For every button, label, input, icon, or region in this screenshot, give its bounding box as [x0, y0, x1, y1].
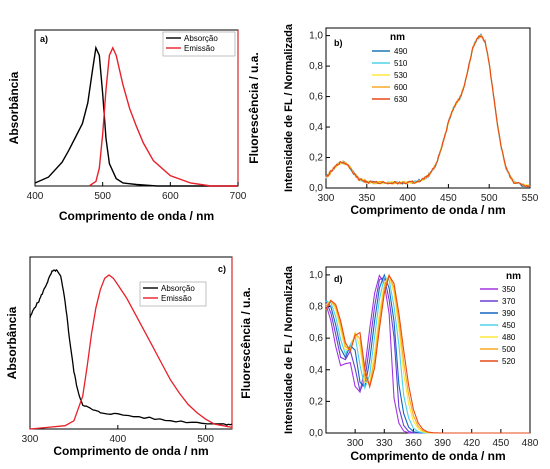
- plot-frame: [325, 27, 531, 189]
- y-tick-label: 0,8: [309, 302, 323, 313]
- panel-a: 400 500 600 700 Comprimento de onda / nm Abso…: [7, 29, 261, 223]
- x-tick-label: 500: [481, 193, 498, 204]
- y-tick-label: 0,2: [309, 396, 323, 407]
- x-tick-label: 480: [522, 438, 539, 449]
- series-line-510: [325, 34, 531, 188]
- series-line-350: [325, 274, 530, 434]
- panel-label: d): [334, 274, 343, 284]
- x-axis-label: Comprimento de onda / nm: [350, 203, 505, 217]
- y-axis-label-right: Fluorescência / u.a.: [247, 52, 261, 163]
- legend-entry: 450: [502, 321, 516, 330]
- x-tick-label: 500: [94, 191, 111, 202]
- series-line-390: [325, 273, 530, 434]
- panel-label: c): [218, 264, 226, 274]
- y-axis-label-right: Fluorescência / u.a.: [239, 287, 253, 398]
- y-axis-label-left: Intensidade de FL / Normalizada: [283, 265, 295, 434]
- x-tick-label: 450: [493, 438, 510, 449]
- series-line-630: [325, 35, 531, 188]
- y-tick-label: 0,4: [309, 122, 323, 133]
- legend-entry: 630: [394, 95, 408, 104]
- x-tick-label: 300: [347, 438, 364, 449]
- x-tick-label: 500: [197, 434, 214, 445]
- y-axis-label-left: Absorbância: [5, 306, 19, 379]
- legend-entry: Absorção: [184, 34, 218, 43]
- panel-d: 300 330 360 390 420 450 480 0,0 0,2 0,4 0,6 0,8 1,0 C…: [283, 265, 539, 463]
- y-tick-label: 0,2: [309, 153, 323, 164]
- legend-entry: 490: [394, 47, 408, 56]
- legend-entry: 370: [502, 297, 516, 306]
- x-tick-label: 550: [522, 193, 539, 204]
- x-tick-label: 300: [22, 434, 39, 445]
- x-tick-label: 600: [162, 191, 179, 202]
- series-line-370: [325, 276, 530, 434]
- series-line-500: [325, 273, 530, 434]
- y-tick-label: 0,4: [309, 365, 323, 376]
- y-tick-label: 1,0: [309, 31, 323, 42]
- x-tick-label: 700: [230, 191, 247, 202]
- series-line-emissao: [88, 46, 238, 187]
- legend-title: nm: [506, 271, 521, 282]
- y-axis-label-left: Intensidade de FL / Normalizada: [283, 23, 295, 192]
- y-tick-label: 0,0: [309, 183, 323, 194]
- y-tick-label: 1,0: [309, 270, 323, 281]
- y-tick-label: 0,6: [309, 333, 323, 344]
- series-line-450: [325, 276, 530, 434]
- legend-entry: 390: [502, 309, 516, 318]
- legend-entry: 350: [502, 285, 516, 294]
- y-tick-label: 0,6: [309, 92, 323, 103]
- series-line-490: [325, 32, 531, 188]
- y-axis-label-left: Absorbância: [7, 71, 21, 144]
- legend-box: [139, 281, 207, 307]
- panel-label: b): [334, 38, 343, 48]
- series-line-emissao: [29, 274, 233, 430]
- legend-entry: 510: [394, 59, 408, 68]
- legend-entry: 500: [502, 345, 516, 354]
- legend-entry: 520: [502, 357, 516, 366]
- legend-title: nm: [390, 32, 405, 43]
- x-axis-label: Comprimento de onda / nm: [53, 444, 208, 458]
- series-line-absorcao: [29, 268, 233, 426]
- series-line-600: [325, 34, 531, 188]
- x-tick-label: 330: [376, 438, 393, 449]
- legend-box: [162, 31, 236, 57]
- x-tick-label: 400: [27, 191, 44, 202]
- x-tick-label: 300: [318, 193, 335, 204]
- x-axis-label: Comprimento de onda / nm: [59, 209, 214, 223]
- legend-entry: 600: [394, 83, 408, 92]
- x-tick-label: 360: [405, 438, 422, 449]
- panel-label: a): [40, 34, 48, 44]
- y-tick-label: 0,0: [309, 428, 323, 439]
- series-line-480: [325, 274, 530, 434]
- x-tick-label: 350: [358, 193, 375, 204]
- x-tick-label: 390: [434, 438, 451, 449]
- legend-entry: 530: [394, 71, 408, 80]
- legend-entry: 480: [502, 333, 516, 342]
- x-tick-label: 400: [109, 434, 126, 445]
- legend: nm 350 370 390 450 480 500 520: [480, 271, 521, 366]
- plot-frame: [325, 266, 531, 434]
- x-tick-label: 450: [440, 193, 457, 204]
- series-line-absorcao: [34, 45, 238, 187]
- y-tick-label: 0,8: [309, 61, 323, 72]
- x-tick-label: 420: [463, 438, 480, 449]
- x-tick-label: 400: [399, 193, 416, 204]
- x-axis-label: Comprimento de onda / nm: [350, 449, 505, 463]
- series-line-520: [325, 274, 530, 434]
- legend: nm 490 510 530 600 630: [372, 32, 408, 104]
- panel-b: 300 350 400 450 500 550 0,0 0,2 0,4 0,6 0,8 1,0 Comp…: [283, 23, 539, 217]
- legend-entry: Emissão: [161, 294, 192, 303]
- legend-entry: Absorção: [161, 284, 195, 293]
- legend-entry: Emissão: [184, 44, 215, 53]
- series-line-530: [325, 35, 530, 188]
